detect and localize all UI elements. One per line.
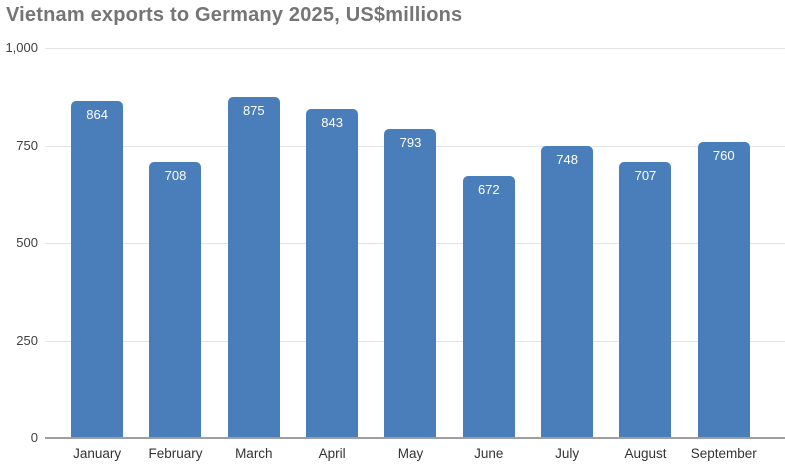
bar-value-label: 760 bbox=[712, 147, 735, 163]
bar-february[interactable]: 708 bbox=[149, 161, 202, 438]
bar-column-march: 875 March bbox=[215, 48, 293, 461]
x-tick-label-september: September bbox=[690, 446, 757, 461]
bar-column-june: 672 June bbox=[450, 48, 528, 461]
y-axis-labels: 0 250 500 750 1,000 bbox=[0, 40, 38, 445]
bar-value-label: 793 bbox=[399, 134, 422, 150]
chart-title: Vietnam exports to Germany 2025, US$mill… bbox=[6, 4, 463, 26]
y-tick-label: 1,000 bbox=[5, 40, 38, 55]
bar-value-label: 843 bbox=[321, 115, 343, 131]
gridline-1000 bbox=[45, 48, 785, 49]
bar-column-july: 748 July bbox=[528, 48, 606, 461]
bar-value-label: 748 bbox=[556, 152, 578, 168]
bar-june[interactable]: 672 bbox=[462, 175, 515, 438]
bar-column-september: 760 September bbox=[685, 48, 763, 461]
bar-column-february: 708 February bbox=[136, 48, 214, 461]
bar-march[interactable]: 875 bbox=[227, 96, 280, 438]
bar-columns: 864 January 708 February 875 March 843 April 793… bbox=[45, 48, 785, 461]
x-tick-label-may: May bbox=[397, 446, 424, 461]
bar-value-label: 875 bbox=[242, 102, 265, 118]
bar-column-august: 707 August bbox=[606, 48, 684, 461]
y-tick-label: 250 bbox=[16, 332, 38, 348]
bar-value-label: 708 bbox=[164, 167, 187, 183]
bar-column-january: 864 January bbox=[58, 48, 136, 461]
y-tick-label: 500 bbox=[16, 235, 38, 250]
bar-column-may: 793 May bbox=[371, 48, 449, 461]
x-tick-label-march: March bbox=[235, 446, 273, 461]
x-tick-label-august: August bbox=[624, 446, 667, 461]
bar-may[interactable]: 793 bbox=[384, 128, 437, 438]
bar-january[interactable]: 864 bbox=[71, 101, 124, 438]
x-tick-label-june: June bbox=[474, 446, 504, 461]
bar-september[interactable]: 760 bbox=[697, 141, 750, 438]
x-tick-label-january: January bbox=[73, 446, 122, 461]
bar-august[interactable]: 707 bbox=[619, 162, 672, 438]
y-tick-label: 0 bbox=[30, 430, 38, 445]
bar-column-april: 843 April bbox=[293, 48, 371, 461]
x-tick-label-july: July bbox=[555, 446, 580, 461]
bar-value-label: 864 bbox=[86, 107, 108, 123]
plot-area: 864 January 708 February 875 March 843 April 793… bbox=[45, 48, 785, 461]
y-tick-label: 750 bbox=[16, 137, 38, 153]
bar-april[interactable]: 843 bbox=[306, 109, 359, 438]
bar-value-label: 672 bbox=[477, 181, 500, 197]
bar-july[interactable]: 748 bbox=[541, 146, 594, 438]
x-axis-line bbox=[45, 437, 785, 439]
x-tick-label-february: February bbox=[148, 446, 203, 461]
bar-value-label: 707 bbox=[634, 168, 657, 184]
x-tick-label-april: April bbox=[318, 446, 346, 461]
